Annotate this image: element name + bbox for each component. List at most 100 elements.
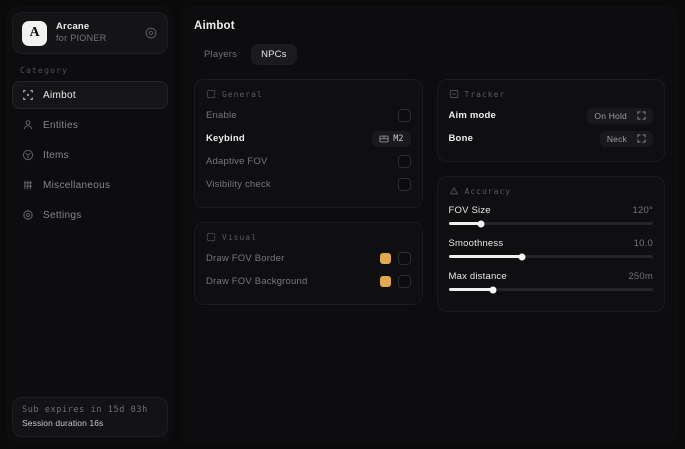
tab-bar: Players NPCs [194,44,665,65]
card-visual-header: Visual [206,232,411,242]
card-accuracy: Accuracy FOV Size 120° [436,176,665,312]
tab-npcs[interactable]: NPCs [251,44,297,65]
fov-background-color-swatch[interactable] [379,276,391,287]
card-visual: Visual Draw FOV Border Draw FOV Backgrou… [194,222,423,305]
row-label: Adaptive FOV [206,156,268,167]
tab-players[interactable]: Players [204,49,238,60]
slider-header: FOV Size 120° [449,205,654,216]
row-control: Neck [599,130,653,147]
fov-size-slider-track[interactable] [448,220,653,227]
slider-label: FOV Size [448,205,491,216]
row-keybind: Keybind M2 [206,127,411,150]
slider-label: Smoothness [448,238,504,249]
crosshair-icon [22,89,34,101]
slider-smoothness: Smoothness 10.0 [448,234,654,260]
slider-value: 120° [632,205,653,216]
slider-knob[interactable] [518,253,526,260]
row-label: Keybind [206,133,245,144]
keybind-value: M2 [393,133,404,144]
fov-border-color-swatch[interactable] [379,253,391,264]
row-control [397,155,411,168]
slider-header: Smoothness 10.0 [449,238,654,249]
max-distance-slider-track[interactable] [448,286,653,293]
expand-icon [637,134,646,143]
sidebar-nav: Aimbot Entities Items [12,81,168,229]
slider-value: 250m [628,271,653,282]
card-accuracy-header: Accuracy [449,186,654,196]
row-control: M2 [372,130,411,147]
row-draw-fov-background: Draw FOV Background [206,270,411,293]
enable-checkbox[interactable] [397,109,411,122]
sidebar-item-aimbot[interactable]: Aimbot [12,81,168,109]
panel-icon [449,89,459,99]
slider-header: Max distance 250m [449,271,654,282]
sidebar: A Arcane for PIONER Category [6,6,174,443]
row-visibility-check: Visibility check [206,173,411,196]
aim-mode-dropdown[interactable]: On Hold [587,107,653,124]
keybind-button[interactable]: M2 [372,130,411,147]
slider-fov-size: FOV Size 120° [448,201,654,227]
settings-columns: General Enable Keybind [194,79,665,443]
sidebar-item-settings[interactable]: Settings [12,201,168,229]
slider-knob[interactable] [489,286,497,293]
card-accuracy-title: Accuracy [464,186,512,196]
app-logo: A [22,20,47,46]
brand-text: Arcane for PIONER [56,21,135,44]
smoothness-slider-track[interactable] [448,253,653,260]
row-label: Draw FOV Border [206,253,285,264]
mouse-icon [379,135,389,143]
main-panel: Aimbot Players NPCs General [180,6,679,443]
row-aim-mode: Aim mode On Hold [449,104,653,127]
row-control [397,109,411,122]
draw-fov-background-checkbox[interactable] [397,275,411,288]
sidebar-item-label: Settings [43,209,82,221]
row-label: Bone [448,133,474,144]
row-control [379,275,411,288]
dashed-square-icon [206,89,216,99]
slider-fill [448,255,523,258]
row-control [397,178,411,191]
draw-fov-border-checkbox[interactable] [397,252,411,265]
page-title: Aimbot [194,20,235,32]
session-duration-text: Session duration 16s [22,418,104,428]
slider-label: Max distance [448,271,507,282]
sidebar-category-label: Category [20,66,69,75]
bone-dropdown[interactable]: Neck [599,130,653,147]
gear-icon [22,209,34,221]
card-visual-title: Visual [222,232,257,242]
sidebar-item-miscellaneous[interactable]: Miscellaneous [12,171,168,199]
visibility-check-checkbox[interactable] [397,178,411,191]
sidebar-item-label: Aimbot [43,89,76,101]
brand-title: Arcane [56,21,90,33]
row-label: Draw FOV Background [206,276,308,287]
slider-knob[interactable] [477,220,485,227]
grid-icon [22,179,34,191]
row-label: Enable [206,110,237,121]
aim-mode-value: On Hold [594,110,627,121]
triangle-icon [449,186,459,196]
card-general-title: General [222,89,263,99]
left-column: General Enable Keybind [194,79,423,443]
adaptive-fov-checkbox[interactable] [397,155,411,168]
row-label: Visibility check [206,179,271,190]
sidebar-item-label: Entities [43,119,79,131]
bone-value: Neck [606,133,627,144]
package-icon [22,149,34,161]
sidebar-item-label: Items [43,149,69,161]
sidebar-footer: Sub expires in 15d 03h Session duration … [12,397,168,437]
right-column: Tracker Aim mode On Hold [436,79,665,443]
row-bone: Bone Neck [448,127,653,150]
person-icon [22,119,34,131]
sidebar-item-items[interactable]: Items [12,141,168,169]
row-control [379,252,411,265]
expand-icon [637,111,646,120]
dashed-square-icon [206,232,216,242]
subscription-expiry-text: Sub expires in 15d 03h [22,405,148,415]
card-general: General Enable Keybind [194,79,423,208]
gear-icon[interactable] [144,26,158,40]
card-general-header: General [206,89,411,99]
sidebar-item-entities[interactable]: Entities [12,111,168,139]
brand-subtitle: for PIONER [56,33,107,44]
sidebar-item-label: Miscellaneous [43,179,111,191]
